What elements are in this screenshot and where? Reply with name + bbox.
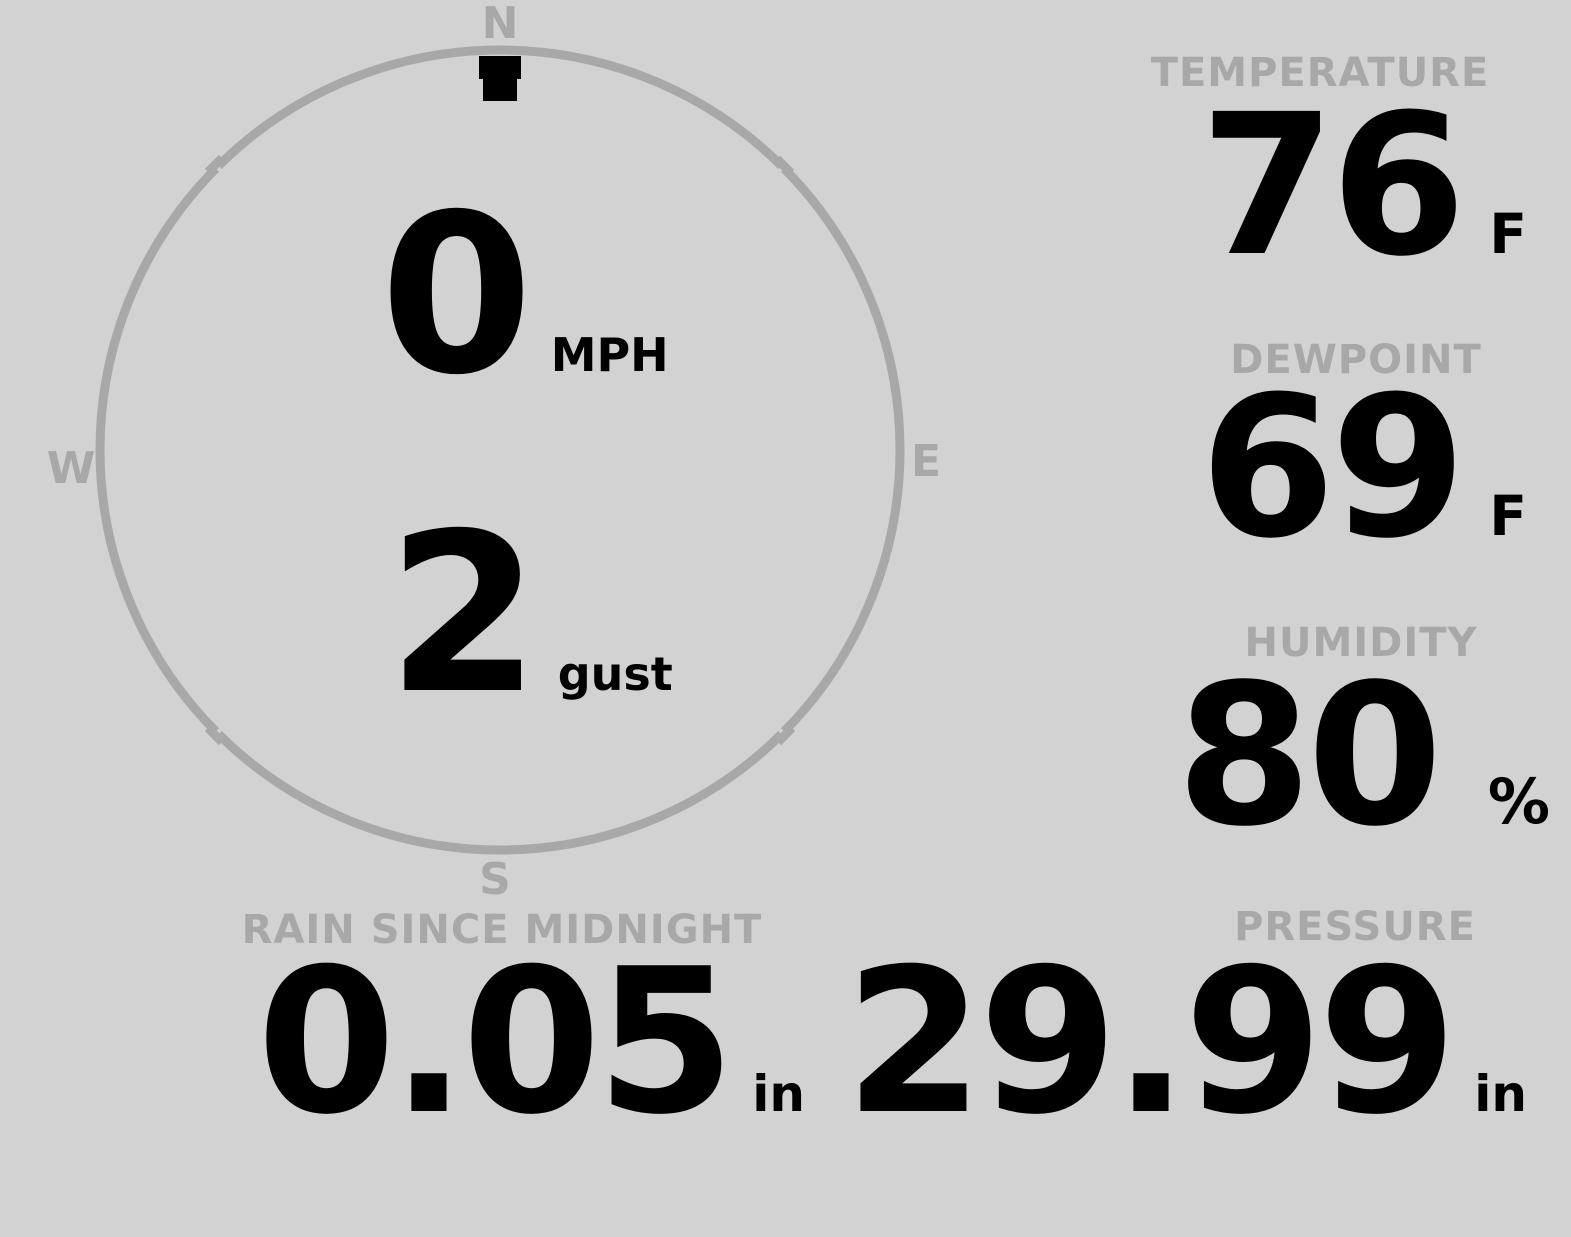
humidity-label: HUMIDITY bbox=[1244, 620, 1478, 666]
humidity-reading: 80 % bbox=[1176, 658, 1550, 853]
wind-compass-gauge bbox=[95, 45, 905, 855]
rain-value: 0.05 bbox=[256, 926, 735, 1159]
wind-direction-marker-icon bbox=[479, 56, 521, 101]
rain-unit: in bbox=[752, 1065, 805, 1123]
dewpoint-value: 69 bbox=[1199, 354, 1466, 581]
wind-gust-unit: gust bbox=[557, 647, 673, 701]
humidity-value: 80 bbox=[1176, 642, 1442, 869]
rain-reading: 0.05 in bbox=[257, 943, 805, 1143]
cardinal-label-north: N bbox=[481, 0, 519, 49]
wind-gust-value: 2 bbox=[387, 486, 540, 742]
compass-ring bbox=[95, 45, 905, 855]
temperature-label: TEMPERATURE bbox=[1150, 50, 1490, 96]
wind-speed-unit: MPH bbox=[550, 328, 669, 382]
cardinal-label-east: E bbox=[910, 436, 942, 487]
temperature-unit: F bbox=[1489, 202, 1527, 266]
cardinal-label-south: S bbox=[479, 854, 511, 905]
pressure-unit: in bbox=[1474, 1065, 1527, 1123]
pressure-reading: 29.99 in bbox=[845, 943, 1527, 1143]
cardinal-label-west: W bbox=[46, 443, 96, 494]
rain-label: RAIN SINCE MIDNIGHT bbox=[241, 907, 763, 953]
wind-gust: 2 gust bbox=[387, 504, 673, 724]
wind-speed-value: 0 bbox=[380, 167, 533, 423]
humidity-unit: % bbox=[1487, 765, 1550, 838]
dewpoint-reading: 69 F bbox=[1200, 370, 1527, 565]
dewpoint-label: DEWPOINT bbox=[1230, 337, 1482, 383]
pressure-value: 29.99 bbox=[844, 926, 1458, 1159]
temperature-value: 76 bbox=[1199, 72, 1466, 299]
pressure-label: PRESSURE bbox=[1234, 904, 1476, 950]
dewpoint-unit: F bbox=[1489, 484, 1527, 548]
temperature-reading: 76 F bbox=[1200, 88, 1527, 283]
wind-speed: 0 MPH bbox=[380, 185, 669, 405]
compass-intercardinal-ticks bbox=[202, 152, 798, 748]
